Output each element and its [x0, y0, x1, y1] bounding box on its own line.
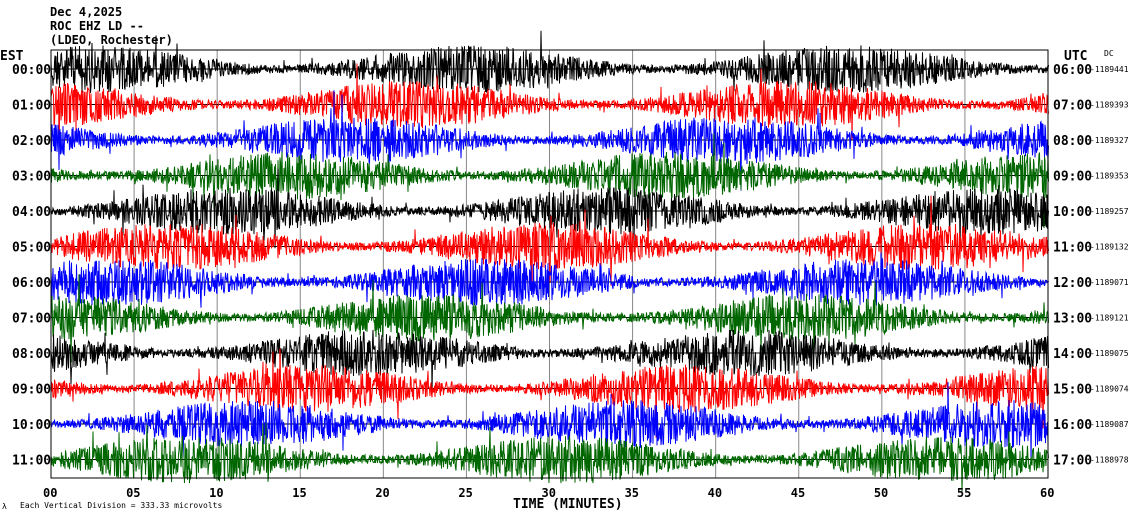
- dc-offset: -1189441: [1090, 65, 1129, 74]
- est-label: 06:00: [12, 276, 51, 291]
- trace-0900: [50, 348, 1049, 438]
- x-tick-label: 50: [874, 486, 888, 500]
- est-label: 03:00: [12, 170, 51, 185]
- dc-offset: -1189257: [1090, 207, 1129, 216]
- utc-label: 11:00: [1053, 241, 1092, 256]
- x-tick-label: 25: [458, 486, 472, 500]
- utc-label: 09:00: [1053, 170, 1092, 185]
- x-tick-label: 15: [292, 486, 306, 500]
- dc-offset: -1189393: [1090, 101, 1129, 110]
- dc-offset: -1189074: [1090, 385, 1129, 394]
- utc-label: 17:00: [1053, 454, 1092, 469]
- utc-label: 14:00: [1053, 347, 1092, 362]
- x-tick-label: 10: [209, 486, 223, 500]
- est-label: 08:00: [12, 347, 51, 362]
- utc-label: 16:00: [1053, 418, 1092, 433]
- x-tick-label: 60: [1040, 486, 1054, 500]
- scale-note: Each Vertical Division = 333.33 microvol…: [20, 501, 222, 510]
- est-label: 01:00: [12, 99, 51, 114]
- network-label: (LDEO, Rochester): [50, 33, 173, 47]
- dc-offset: -1189327: [1090, 136, 1129, 145]
- est-label: 07:00: [12, 312, 51, 327]
- trace-0000: [50, 30, 1049, 94]
- dc-offset: -1189132: [1090, 243, 1129, 252]
- x-axis-title: TIME (MINUTES): [513, 497, 623, 512]
- x-tick-label: 40: [708, 486, 722, 500]
- est-label: 10:00: [12, 418, 51, 433]
- dc-title: DC: [1104, 49, 1114, 58]
- x-axis-ticks: 00 05 10 15 20 25 30 35 40 45 50 55 60: [43, 486, 1054, 500]
- date-label: Dec 4,2025: [50, 5, 122, 19]
- dc-offset: -1188978: [1090, 456, 1129, 465]
- x-tick-label: 45: [791, 486, 805, 500]
- x-tick-label: 30: [542, 486, 556, 500]
- trace-1000: [50, 382, 1049, 461]
- est-label: 02:00: [12, 134, 51, 149]
- est-label: 00:00: [12, 63, 51, 78]
- x-tick-label: 55: [957, 486, 971, 500]
- utc-label: 10:00: [1053, 205, 1092, 220]
- utc-label: 08:00: [1053, 134, 1092, 149]
- traces: [50, 30, 1049, 493]
- trace-0300: [50, 133, 1049, 229]
- utc-label: 15:00: [1053, 383, 1092, 398]
- dc-offset: -1189121: [1090, 314, 1129, 323]
- trace-0600: [50, 252, 1049, 308]
- x-tick-label: 00: [43, 486, 57, 500]
- trace-0800: [50, 329, 1049, 394]
- trace-0700: [50, 274, 1049, 363]
- est-axis-title: EST: [0, 49, 24, 64]
- trace-0200: [50, 90, 1049, 191]
- utc-axis-title: UTC: [1064, 49, 1087, 64]
- est-label: 11:00: [12, 454, 51, 469]
- est-label: 04:00: [12, 205, 51, 220]
- dc-offset: -1189353: [1090, 172, 1129, 181]
- utc-label: 13:00: [1053, 312, 1092, 327]
- utc-label: 06:00: [1053, 63, 1092, 78]
- dc-offset: -1189087: [1090, 420, 1129, 429]
- plot-frame: [50, 49, 1049, 479]
- utc-label: 07:00: [1053, 99, 1092, 114]
- dc-offset: -1189075: [1090, 349, 1129, 358]
- scale-icon: λ: [2, 502, 7, 511]
- trace-0400: [50, 168, 1049, 257]
- station-label: ROC EHZ LD --: [50, 19, 144, 33]
- x-tick-label: 35: [625, 486, 639, 500]
- est-label: 05:00: [12, 241, 51, 256]
- x-tick-label: 05: [126, 486, 140, 500]
- x-tick-label: 20: [375, 486, 389, 500]
- est-label: 09:00: [12, 383, 51, 398]
- dc-offset: -1189071: [1090, 278, 1129, 287]
- trace-1100: [50, 422, 1049, 493]
- utc-label: 12:00: [1053, 276, 1092, 291]
- trace-0100: [50, 63, 1049, 147]
